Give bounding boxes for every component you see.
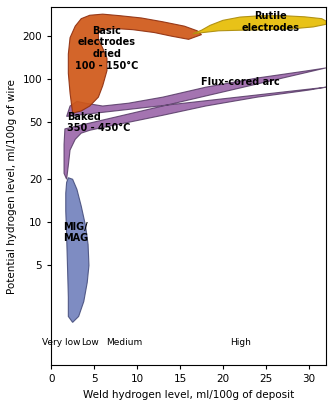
- Y-axis label: Potential hydrogen level, ml/100g of wire: Potential hydrogen level, ml/100g of wir…: [7, 79, 17, 293]
- Text: MIG/
MAG: MIG/ MAG: [63, 222, 88, 243]
- Text: High: High: [230, 338, 251, 347]
- Polygon shape: [193, 16, 326, 34]
- Text: Flux-cored arc: Flux-cored arc: [201, 77, 279, 88]
- Text: Medium: Medium: [106, 338, 142, 347]
- Text: Basic
electrodes
dried
100 - 150°C: Basic electrodes dried 100 - 150°C: [75, 26, 139, 70]
- X-axis label: Weld hydrogen level, ml/100g of deposit: Weld hydrogen level, ml/100g of deposit: [83, 390, 294, 400]
- Text: Baked
350 - 450°C: Baked 350 - 450°C: [68, 112, 131, 133]
- Polygon shape: [64, 68, 326, 179]
- Polygon shape: [66, 178, 89, 322]
- Text: Low: Low: [81, 338, 99, 347]
- Text: Rutile
electrodes: Rutile electrodes: [241, 11, 299, 33]
- Text: Very low: Very low: [42, 338, 81, 347]
- Polygon shape: [68, 14, 201, 113]
